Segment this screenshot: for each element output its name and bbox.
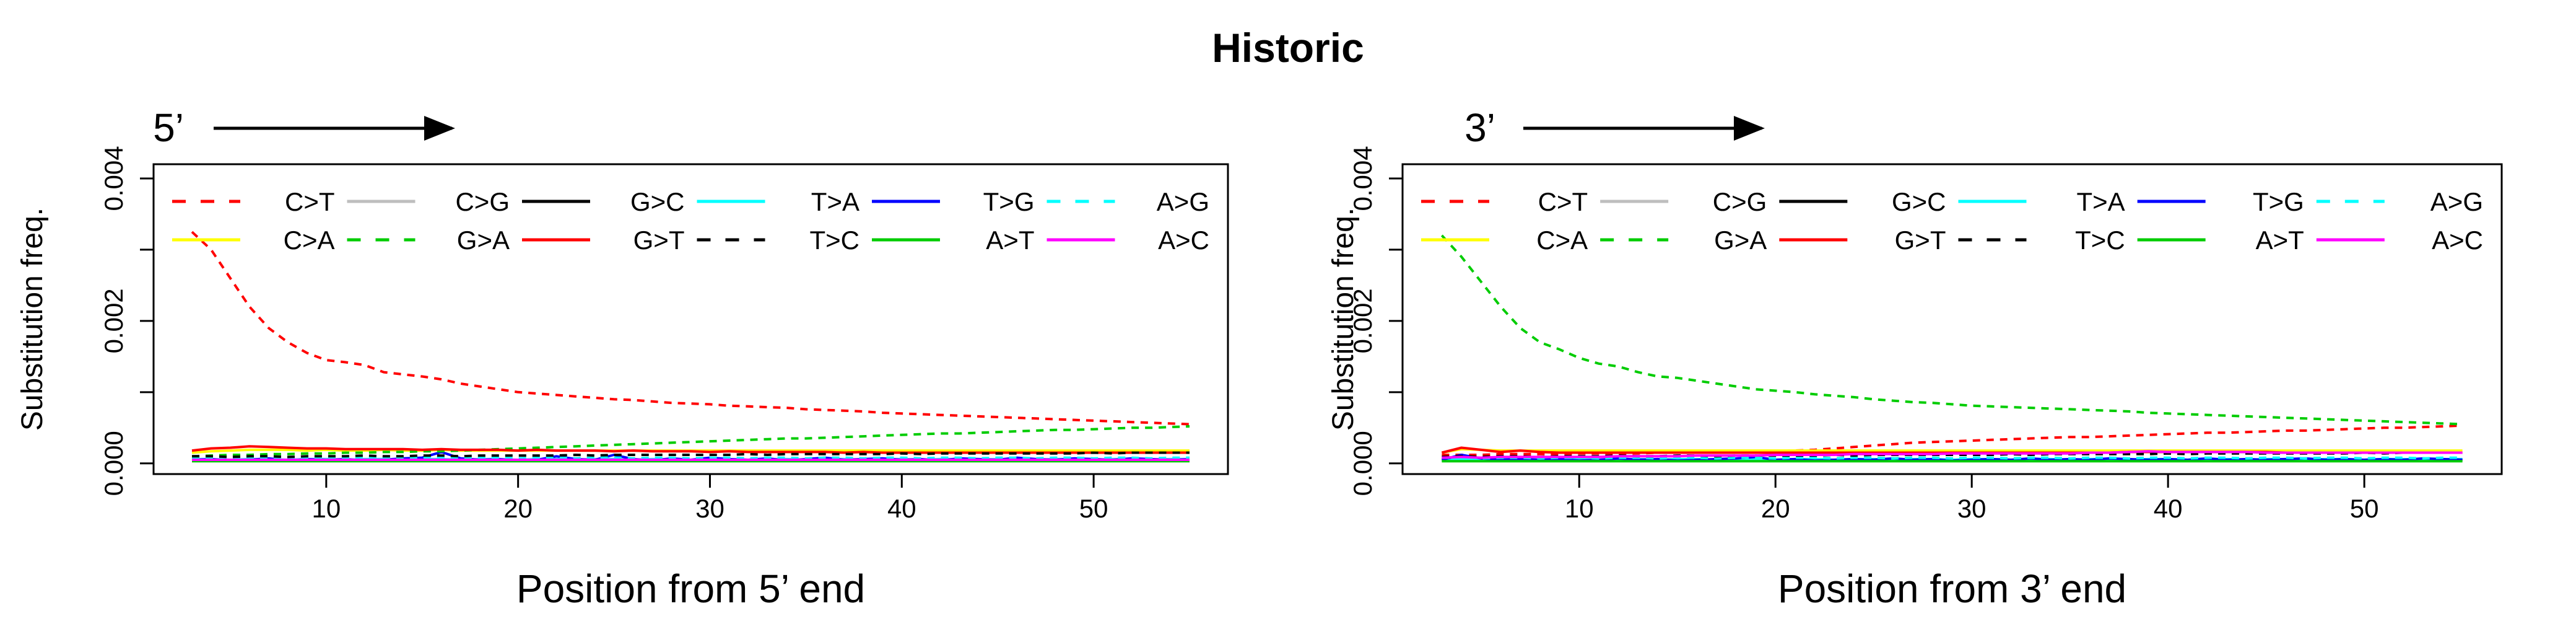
series-group (1440, 234, 2463, 463)
y-tick-label: 0.000 (1348, 431, 1377, 496)
legend-label-A>G: A>G (2430, 187, 2483, 216)
series-line-A>C (1442, 450, 2463, 459)
series-line-G>A (191, 425, 1190, 458)
legend-label-A>C: A>C (1158, 226, 1209, 255)
x-tick-label: 10 (1565, 494, 1594, 523)
x-tick-label: 40 (2154, 494, 2183, 523)
series-line-C>T (191, 231, 1190, 426)
plot-frame (1401, 163, 2503, 475)
legend-label-G>C: G>C (1892, 187, 1946, 216)
y-tick-label: 0.004 (99, 146, 128, 211)
legend-label-G>T: G>T (633, 226, 685, 255)
series-line-G>A (1440, 234, 2463, 426)
end-label: 5’ (153, 105, 184, 150)
y-axis-title: Substitution freq. (16, 208, 49, 431)
panel-left: 5’ 10 20 30 40 50 0.000 0.002 0.004 Position from… (16, 105, 1229, 611)
legend-label-T>A: T>A (811, 187, 859, 216)
legend-label-C>A: C>A (284, 226, 335, 255)
legend-label-T>C: T>C (809, 226, 859, 255)
x-tick-label: 20 (503, 494, 533, 523)
legend-label-G>A: G>A (457, 226, 510, 255)
legend-label-G>C: G>C (630, 187, 685, 216)
legend-label-G>A: G>A (1714, 226, 1767, 255)
legend-label-C>A: C>A (1536, 226, 1588, 255)
x-tick-label: 40 (887, 494, 916, 523)
series-line-A>G (191, 456, 1190, 460)
figure-title: Historic (1212, 25, 1364, 71)
y-tick-label: 0.002 (1348, 288, 1377, 353)
x-tick-label: 50 (2350, 494, 2379, 523)
series-line-C>A (1442, 447, 2463, 454)
legend-label-C>G: C>G (1713, 187, 1767, 216)
series-line-T>C (192, 451, 1190, 459)
x-tick-label: 10 (311, 494, 341, 523)
x-tick-label: 30 (1957, 494, 1986, 523)
x-tick-label: 20 (1761, 494, 1790, 523)
legend-label-G>T: G>T (1895, 226, 1946, 255)
legend-label-C>T: C>T (285, 187, 335, 216)
y-tick-label: 0.000 (99, 431, 128, 496)
series-group (191, 231, 1190, 463)
legend-label-C>T: C>T (1538, 187, 1588, 216)
x-tick-label: 50 (1079, 494, 1108, 523)
legend-label-A>G: A>G (1157, 187, 1209, 216)
y-axis-title: Substitution freq. (1327, 208, 1360, 431)
legend-label-A>T: A>T (2256, 226, 2304, 255)
legend-label-T>G: T>G (983, 187, 1035, 216)
legend-label-T>A: T>A (2076, 187, 2125, 216)
series-line-A>G (1442, 456, 2463, 460)
panel-right: 3’ 10 20 30 40 50 0.000 0.002 0.004 Position from… (1327, 105, 2503, 611)
legend-label-C>G: C>G (455, 187, 510, 216)
legend-label-T>C: T>C (2075, 226, 2125, 255)
x-axis-title: Position from 5’ end (516, 566, 865, 611)
y-tick-label: 0.004 (1348, 146, 1377, 211)
x-axis-title: Position from 3’ end (1778, 566, 2126, 611)
x-tick-label: 30 (695, 494, 724, 523)
y-tick-label: 0.002 (99, 288, 128, 353)
legend-label-T>G: T>G (2253, 187, 2304, 216)
end-label: 3’ (1464, 105, 1495, 150)
legend-label-A>T: A>T (986, 226, 1034, 255)
legend-label-A>C: A>C (2432, 226, 2483, 255)
plot-frame (152, 163, 1229, 475)
